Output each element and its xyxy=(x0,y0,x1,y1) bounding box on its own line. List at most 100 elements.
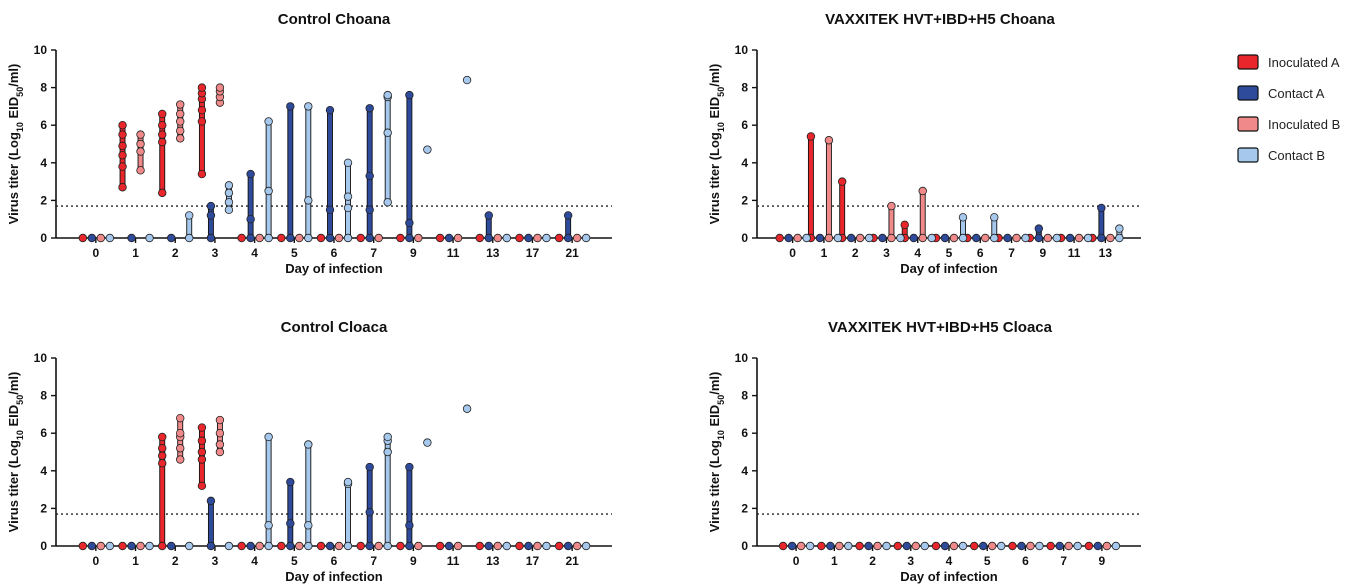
x-tick-label: 6 xyxy=(977,246,984,260)
data-point xyxy=(118,183,127,192)
data-point xyxy=(806,132,816,141)
legend-item-contact-a: Contact A xyxy=(1237,85,1325,101)
data-point xyxy=(554,541,564,551)
data-point xyxy=(286,519,295,528)
data-point xyxy=(264,521,273,530)
series-inoculated-b xyxy=(96,83,582,243)
x-tick-label: 6 xyxy=(331,246,338,260)
range-bar xyxy=(1098,207,1105,239)
data-point xyxy=(542,233,551,243)
data-point xyxy=(197,169,207,179)
data-point xyxy=(197,83,207,92)
data-point xyxy=(423,438,432,447)
y-tick-label: 10 xyxy=(34,43,48,57)
data-point xyxy=(958,213,968,222)
data-point xyxy=(572,541,582,551)
data-point xyxy=(176,126,185,136)
legend-swatch xyxy=(1237,85,1259,101)
x-tick-label: 17 xyxy=(526,246,540,260)
data-point xyxy=(515,541,524,551)
data-point xyxy=(493,541,502,551)
data-point xyxy=(167,233,176,243)
data-point xyxy=(264,233,273,243)
data-point xyxy=(563,541,573,551)
data-point xyxy=(176,429,185,438)
data-point xyxy=(87,541,97,551)
data-point xyxy=(396,233,405,243)
data-point xyxy=(1102,541,1112,551)
data-point xyxy=(981,233,990,243)
data-point xyxy=(356,541,365,551)
y-tick-label: 6 xyxy=(741,118,748,132)
data-point xyxy=(383,432,392,442)
data-point xyxy=(778,541,788,551)
data-point xyxy=(185,233,194,243)
series-inoculated-b xyxy=(96,413,582,551)
data-point xyxy=(145,233,154,243)
data-point xyxy=(197,105,207,115)
data-point xyxy=(286,477,295,487)
control-choana-panel: Control Choana Virus titer (Log10 EID50/m… xyxy=(6,11,612,276)
data-point xyxy=(105,541,115,551)
data-point xyxy=(453,233,463,243)
x-axis-label: Day of infection xyxy=(900,261,998,276)
x-tick-label: 9 xyxy=(410,246,417,260)
data-point xyxy=(246,214,255,224)
data-point xyxy=(902,541,911,551)
data-point xyxy=(304,541,313,551)
data-point xyxy=(325,541,335,551)
data-point xyxy=(215,429,225,438)
y-tick-label: 4 xyxy=(741,156,748,170)
data-point xyxy=(334,541,344,551)
data-point xyxy=(581,541,591,551)
data-point xyxy=(563,233,573,243)
data-point xyxy=(855,233,865,243)
range-bar xyxy=(406,94,413,239)
data-point xyxy=(435,233,445,243)
data-point xyxy=(896,233,905,243)
y-tick-label: 8 xyxy=(741,389,748,403)
data-point xyxy=(158,120,167,130)
x-tick-label: 1 xyxy=(831,554,838,568)
legend-label: Contact A xyxy=(1268,86,1325,101)
data-point xyxy=(343,233,353,243)
data-point xyxy=(909,233,918,243)
data-point xyxy=(277,541,286,551)
data-point xyxy=(493,233,502,243)
data-point xyxy=(325,233,335,243)
y-tick-label: 4 xyxy=(741,464,748,478)
data-point xyxy=(453,541,463,551)
data-point xyxy=(206,201,216,211)
data-point xyxy=(1017,541,1026,551)
data-point xyxy=(775,233,784,243)
data-point xyxy=(533,541,542,551)
y-tick-label: 2 xyxy=(741,501,748,515)
data-point xyxy=(990,213,999,222)
data-point xyxy=(563,211,573,220)
data-point xyxy=(224,188,234,198)
data-point xyxy=(988,541,997,551)
data-point xyxy=(1073,541,1082,551)
y-tick-label: 10 xyxy=(735,43,749,57)
x-tick-label: 13 xyxy=(486,246,500,260)
x-tick-label: 5 xyxy=(946,246,953,260)
data-point xyxy=(304,196,313,205)
data-point xyxy=(286,102,295,111)
data-point xyxy=(1034,224,1044,233)
data-point xyxy=(197,436,207,445)
x-tick-label: 7 xyxy=(1060,554,1067,568)
data-point xyxy=(1084,541,1094,551)
y-tick-label: 8 xyxy=(741,81,748,95)
data-point xyxy=(158,444,167,453)
data-point xyxy=(1046,541,1055,551)
x-tick-label: 6 xyxy=(1022,554,1029,568)
data-point xyxy=(524,541,533,551)
data-point xyxy=(185,211,194,220)
legend-label: Contact B xyxy=(1268,148,1325,163)
x-tick-label: 21 xyxy=(565,554,579,568)
data-point xyxy=(176,134,185,143)
data-point xyxy=(158,451,167,460)
data-point xyxy=(246,541,255,551)
data-point xyxy=(197,447,207,457)
